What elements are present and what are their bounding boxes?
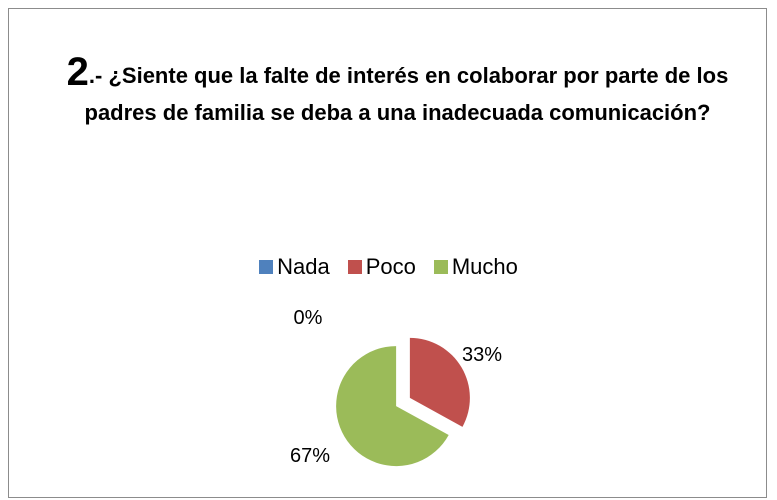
pie-slices <box>336 337 470 467</box>
chart-legend: Nada Poco Mucho <box>0 254 777 280</box>
legend-item-mucho: Mucho <box>433 254 518 280</box>
chart-title-text: .- ¿Siente que la falte de interés en co… <box>84 63 729 125</box>
data-label-mucho: 67% <box>290 445 330 467</box>
legend-swatch-poco <box>347 260 362 274</box>
legend-label-poco: Poco <box>365 254 416 279</box>
data-label-poco: 33% <box>462 344 502 366</box>
legend-item-poco: Poco <box>347 254 416 280</box>
legend-label-mucho: Mucho <box>451 254 518 279</box>
chart-title-number: 2 <box>66 50 89 94</box>
legend-swatch-mucho <box>433 260 448 274</box>
data-label-nada: 0% <box>294 307 323 329</box>
chart-title: 2.- ¿Siente que la falte de interés en c… <box>49 52 746 133</box>
legend-swatch-nada <box>259 260 274 274</box>
legend-item-nada: Nada <box>259 254 330 280</box>
pie-slice-mucho <box>336 346 449 467</box>
pie-slice-poco <box>409 337 470 427</box>
legend-label-nada: Nada <box>277 254 330 279</box>
